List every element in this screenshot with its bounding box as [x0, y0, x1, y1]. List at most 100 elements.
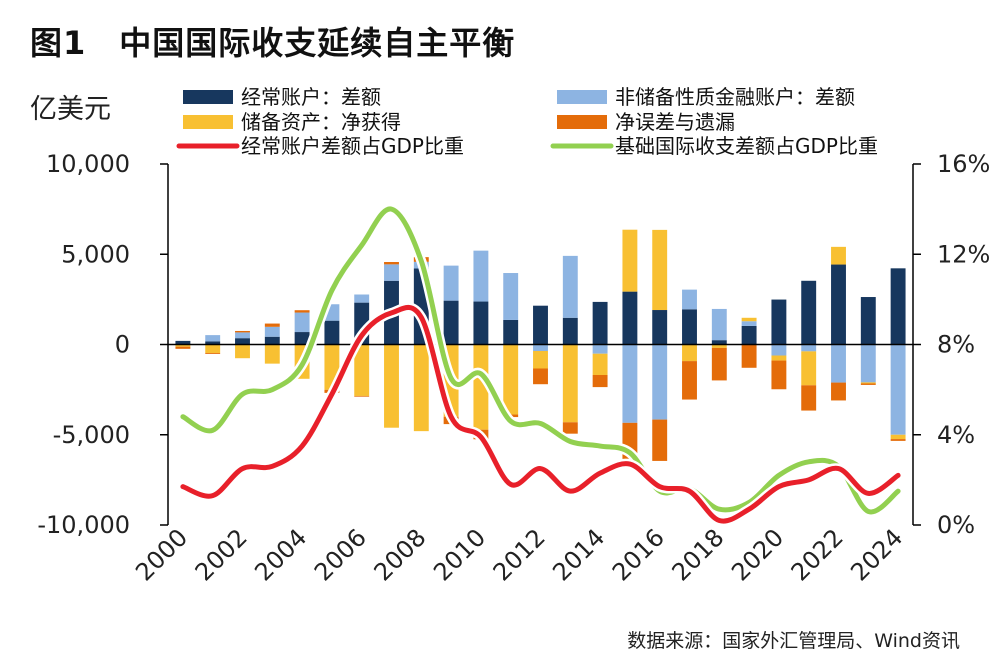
bar-s2-2018: [711, 344, 727, 348]
bar-s2-2021: [801, 351, 817, 386]
bar-s1-2019: [741, 321, 757, 326]
legend-swatch-3: [557, 115, 607, 129]
right-tick-label-3: 4%: [937, 421, 975, 449]
bar-s0-2001: [205, 341, 221, 345]
bar-s3-2022: [831, 382, 846, 401]
bar-s1-2009: [443, 265, 459, 301]
bar-s3-2000: [175, 346, 191, 349]
x-tick-label-2024: 2024: [845, 523, 908, 586]
bar-s3-2003: [264, 323, 280, 327]
bar-s1-2001: [205, 335, 221, 342]
bar-s1-2010: [473, 250, 489, 302]
left-tick-label-4: -10,000: [37, 511, 130, 539]
x-tick-label-2000: 2000: [130, 523, 193, 586]
source-note: 数据来源：国家外汇管理局、Wind资讯: [627, 630, 960, 652]
bar-s3-2007: [384, 262, 399, 265]
x-tick-label-2010: 2010: [428, 523, 491, 586]
bar-s0-2014: [592, 301, 608, 345]
left-tick-label-1: 5,000: [61, 240, 130, 268]
series-line-5: [180, 206, 901, 515]
bar-s1-2015: [622, 344, 638, 423]
x-tick-label-2002: 2002: [190, 523, 253, 586]
bar-s2-2022: [831, 246, 846, 265]
bar-s2-2011: [503, 344, 519, 415]
bar-s2-2003: [264, 344, 280, 364]
bar-s3-2013: [562, 422, 578, 434]
bar-s1-2017: [682, 289, 697, 310]
x-tick-label-2004: 2004: [249, 523, 312, 586]
x-tick-label-2012: 2012: [488, 523, 551, 586]
bar-s1-2014: [592, 344, 608, 354]
bar-s0-2023: [860, 297, 876, 345]
bar-s0-2024: [890, 268, 906, 345]
bar-s0-2004: [294, 332, 310, 345]
right-axis-ticks: 16% 12% 8% 4% 0%: [913, 150, 990, 539]
x-axis-ticks: 2000200220042006200820102012201420162018…: [130, 523, 908, 586]
bar-s0-2005: [324, 320, 340, 345]
bar-s0-2000: [175, 340, 191, 345]
bar-s2-2008: [413, 344, 429, 432]
bar-s1-2020: [771, 344, 787, 356]
x-tick-label-2016: 2016: [607, 523, 670, 586]
bar-s0-2002: [235, 338, 250, 345]
bar-s2-2012: [533, 350, 548, 369]
legend-label-3: 净误差与遗漏: [615, 110, 735, 134]
bar-s1-2013: [562, 255, 578, 318]
left-tick-label-2: 0: [115, 331, 130, 359]
bar-s0-2021: [801, 280, 817, 345]
bar-s1-2023: [860, 344, 876, 383]
bar-s2-2020: [771, 355, 787, 361]
bar-s3-2012: [533, 368, 548, 385]
legend-label-1: 非储备性质金融账户：差额: [615, 85, 855, 109]
bar-s3-2016: [652, 419, 668, 461]
bar-s2-2024: [890, 434, 906, 440]
line-layer: [177, 204, 904, 527]
right-tick-label-2: 8%: [937, 331, 975, 359]
bar-s0-2012: [533, 305, 548, 345]
bar-s1-2011: [503, 273, 519, 320]
bar-s0-2022: [831, 264, 846, 345]
bar-s0-2015: [622, 291, 638, 345]
bar-s3-2024: [890, 439, 906, 441]
left-axis-unit: 亿美元: [30, 94, 111, 125]
bar-s2-2001: [205, 344, 221, 353]
chart-title: 图1 中国国际收支延续自主平衡: [30, 24, 516, 62]
bar-s3-2002: [235, 330, 250, 333]
bar-s1-2016: [652, 344, 668, 420]
bar-s3-2004: [294, 310, 310, 313]
legend-label-2: 储备资产：净获得: [241, 110, 401, 134]
bar-s3-2017: [682, 361, 697, 400]
bar-s2-2014: [592, 353, 608, 376]
legend-label-0: 经常账户：差额: [241, 85, 381, 109]
x-tick-label-2018: 2018: [667, 523, 730, 586]
x-tick-label-2008: 2008: [369, 523, 432, 586]
bar-s1-2002: [235, 332, 250, 339]
bar-s3-2021: [801, 385, 817, 411]
x-tick-label-2014: 2014: [547, 523, 610, 586]
bar-s2-2002: [235, 344, 250, 359]
legend-swatch-2: [183, 115, 233, 129]
left-tick-label-3: -5,000: [53, 421, 130, 449]
bar-s1-2007: [384, 264, 399, 281]
bar-s2-2015: [622, 229, 638, 292]
bar-s3-2018: [711, 347, 727, 381]
bar-s0-2013: [562, 317, 578, 345]
bar-s1-2006: [354, 294, 370, 303]
bar-s2-2006: [354, 344, 370, 396]
legend-swatch-0: [183, 90, 233, 104]
bar-s2-2013: [562, 344, 578, 423]
bar-s0-2019: [741, 325, 757, 345]
bar-s1-2003: [264, 326, 280, 337]
bar-s1-2021: [801, 344, 817, 352]
bar-s0-2018: [711, 340, 727, 345]
bar-s2-2010: [473, 344, 489, 430]
bar-s0-2010: [473, 301, 489, 345]
bar-s3-2023: [860, 383, 876, 385]
x-tick-label-2022: 2022: [786, 523, 849, 586]
bar-s1-2022: [831, 344, 846, 383]
bar-s1-2024: [890, 344, 906, 435]
bar-s0-2003: [264, 336, 280, 345]
bar-s0-2020: [771, 299, 787, 345]
